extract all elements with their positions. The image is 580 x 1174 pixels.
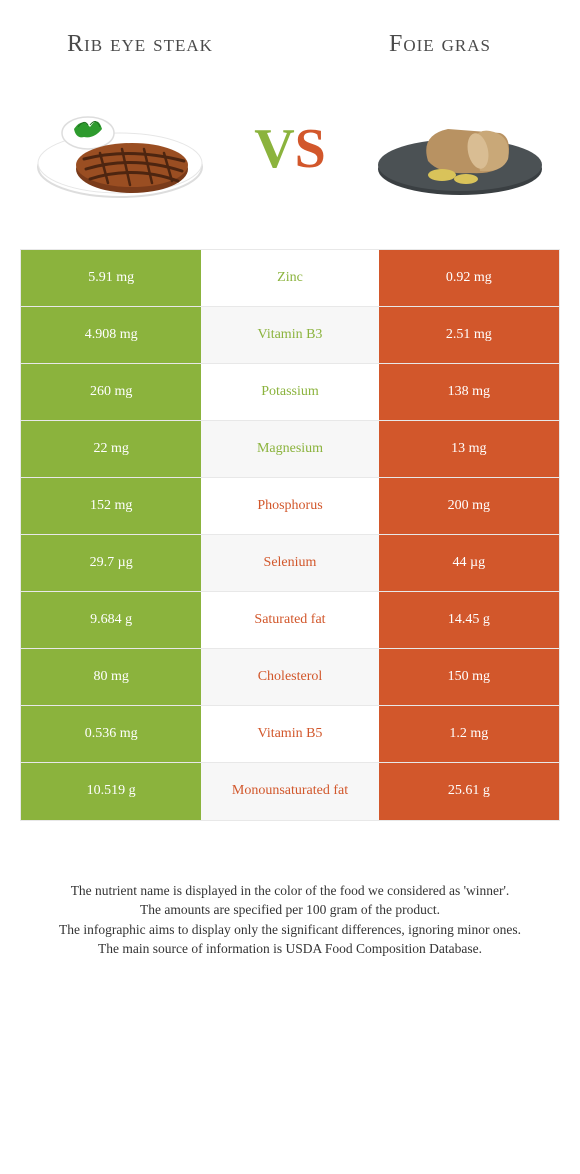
nutrient-name-cell: Monounsaturated fat (201, 763, 378, 820)
header: Rib eye steak Foie gras (20, 30, 560, 79)
table-row: 152 mgPhosphorus200 mg (21, 478, 559, 535)
footer-line-2: The amounts are specified per 100 gram o… (30, 900, 550, 920)
images-row: VS (20, 79, 560, 249)
right-value-cell: 1.2 mg (379, 706, 559, 762)
left-value-cell: 0.536 mg (21, 706, 201, 762)
table-row: 9.684 gSaturated fat14.45 g (21, 592, 559, 649)
steak-icon (30, 89, 210, 209)
table-row: 260 mgPotassium138 mg (21, 364, 559, 421)
table-row: 5.91 mgZinc0.92 mg (21, 250, 559, 307)
nutrient-name-cell: Magnesium (201, 421, 378, 477)
table-row: 22 mgMagnesium13 mg (21, 421, 559, 478)
right-value-cell: 2.51 mg (379, 307, 559, 363)
nutrient-name-cell: Zinc (201, 250, 378, 306)
vs-v: V (254, 118, 294, 180)
left-value-cell: 152 mg (21, 478, 201, 534)
right-food-title: Foie gras (350, 30, 530, 59)
left-value-cell: 4.908 mg (21, 307, 201, 363)
nutrient-name-cell: Selenium (201, 535, 378, 591)
table-row: 29.7 µgSelenium44 µg (21, 535, 559, 592)
right-value-cell: 150 mg (379, 649, 559, 705)
right-food-image (370, 89, 550, 209)
nutrient-name-cell: Phosphorus (201, 478, 378, 534)
nutrient-name-cell: Potassium (201, 364, 378, 420)
footer-line-1: The nutrient name is displayed in the co… (30, 881, 550, 901)
table-row: 4.908 mgVitamin B32.51 mg (21, 307, 559, 364)
comparison-table: 5.91 mgZinc0.92 mg4.908 mgVitamin B32.51… (20, 249, 560, 821)
nutrient-name-cell: Vitamin B5 (201, 706, 378, 762)
left-value-cell: 29.7 µg (21, 535, 201, 591)
right-value-cell: 14.45 g (379, 592, 559, 648)
table-row: 0.536 mgVitamin B51.2 mg (21, 706, 559, 763)
footer-line-4: The main source of information is USDA F… (30, 939, 550, 959)
left-value-cell: 260 mg (21, 364, 201, 420)
left-value-cell: 5.91 mg (21, 250, 201, 306)
vs-label: VS (254, 117, 326, 181)
right-value-cell: 200 mg (379, 478, 559, 534)
right-value-cell: 138 mg (379, 364, 559, 420)
table-row: 80 mgCholesterol150 mg (21, 649, 559, 706)
nutrient-name-cell: Vitamin B3 (201, 307, 378, 363)
vs-s: S (295, 118, 326, 180)
right-value-cell: 44 µg (379, 535, 559, 591)
left-value-cell: 9.684 g (21, 592, 201, 648)
foiegras-icon (370, 89, 550, 209)
left-food-title: Rib eye steak (50, 30, 230, 59)
table-row: 10.519 gMonounsaturated fat25.61 g (21, 763, 559, 820)
left-value-cell: 10.519 g (21, 763, 201, 820)
footer-notes: The nutrient name is displayed in the co… (20, 821, 560, 959)
left-value-cell: 22 mg (21, 421, 201, 477)
footer-line-3: The infographic aims to display only the… (30, 920, 550, 940)
left-food-image (30, 89, 210, 209)
nutrient-name-cell: Cholesterol (201, 649, 378, 705)
right-value-cell: 13 mg (379, 421, 559, 477)
right-value-cell: 25.61 g (379, 763, 559, 820)
right-value-cell: 0.92 mg (379, 250, 559, 306)
nutrient-name-cell: Saturated fat (201, 592, 378, 648)
left-value-cell: 80 mg (21, 649, 201, 705)
